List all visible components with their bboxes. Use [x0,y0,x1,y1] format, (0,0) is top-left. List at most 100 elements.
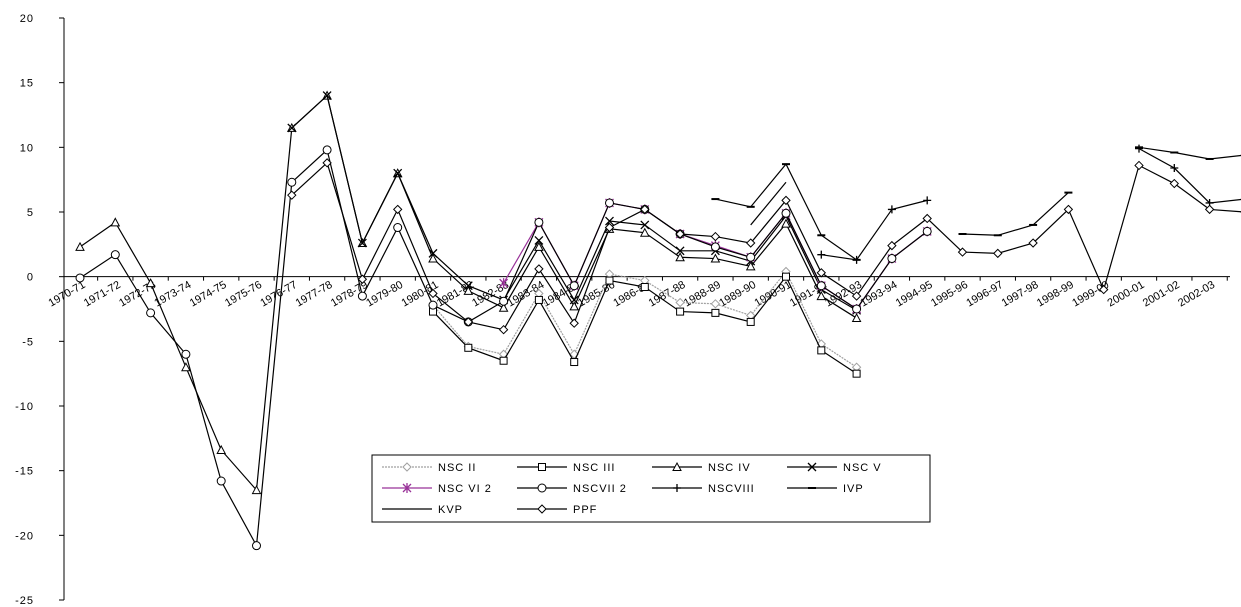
legend-item: NSC II [382,462,476,474]
y-tick-label: 5 [27,207,34,219]
data-point [110,250,120,260]
legend-label: NSC IV [708,462,751,474]
data-point [287,190,297,200]
series-nsc-iii [429,272,861,378]
data-point [75,273,85,283]
series-line [1138,146,1241,160]
x-tick-label: 1997-98 [1000,279,1041,310]
data-point [252,541,261,551]
data-point [357,238,367,248]
data-point [181,362,191,372]
series-line [750,181,787,226]
data-point [781,218,791,228]
data-point [639,227,650,237]
data-point [322,145,332,155]
x-tick-label: 2000-01 [1106,279,1147,310]
legend-item: NSC V [787,462,881,474]
y-tick-label: 0 [27,272,34,284]
data-point [640,283,649,292]
data-point [816,268,827,278]
data-point [569,295,579,305]
data-point [110,217,121,227]
x-tick-label: 2002-03 [1176,279,1217,310]
legend-item: NSC III [517,462,614,474]
series-nsc-iv [75,90,862,495]
legend-item: NSCVIII [652,483,755,495]
legend-marker [402,483,412,493]
data-point [534,235,544,245]
data-point [922,213,932,224]
x-tick-label: 1996-97 [964,279,1005,310]
legend-item: PPF [517,504,597,516]
data-point [993,248,1003,259]
data-point [710,299,721,309]
data-point [1204,204,1215,215]
data-point [852,304,862,314]
data-point [428,300,438,310]
legend-label: NSC II [438,462,476,474]
legend-label: NSCVIII [708,483,755,495]
legend-marker [807,462,817,472]
y-tick-label: -5 [22,336,34,348]
x-tick-label: 1977-78 [294,279,335,310]
data-point [570,358,579,367]
data-point [428,253,438,263]
data-point [746,317,755,326]
x-tick-label: 2001-02 [1141,279,1182,310]
x-tick-label: 1973-74 [152,279,193,310]
data-point [499,278,509,289]
data-point [1134,160,1144,171]
data-point [605,216,614,226]
legend-marker [672,461,682,471]
data-point [75,241,85,251]
y-tick-label: -10 [15,401,34,413]
series-nscvii-2 [75,145,932,551]
series-nscviii [817,144,1241,264]
data-point [675,297,685,308]
data-point [569,318,579,328]
legend-label: NSC VI 2 [438,483,492,495]
legend-label: NSCVII 2 [573,483,627,495]
series-line [291,161,1241,331]
data-point [1135,144,1143,153]
data-point [322,158,332,168]
legend-label: PPF [573,504,597,516]
x-tick-label: 1979-80 [364,279,405,310]
legend-label: IVP [843,483,864,495]
data-point [393,168,403,178]
data-point [640,204,650,215]
data-point [463,285,474,295]
data-point [887,240,897,251]
data-point [216,476,226,486]
data-point [710,242,720,252]
data-point [357,291,367,301]
series-ppf [287,158,1241,335]
y-axis: 20 15 10 5 0 -5 -10 -15 -20 -25 [15,13,65,607]
data-point [851,291,862,301]
x-tick-label: 1974-75 [188,279,229,310]
data-point [816,281,826,291]
data-point [675,252,685,262]
x-tick-label: 1970-71 [47,279,88,310]
data-point [181,349,191,359]
data-point [569,281,579,291]
data-point [957,247,968,257]
data-point [499,356,508,365]
x-tick-label: 1989-90 [717,279,758,310]
data-point [604,222,615,233]
data-point [816,291,827,301]
data-point [922,226,932,236]
data-point [1063,204,1074,215]
data-point [605,198,614,208]
legend-label: KVP [438,504,463,516]
series-line [291,94,857,311]
legend-item: NSC VI 2 [382,483,492,495]
y-tick-label: 10 [20,142,34,154]
data-point [534,217,544,227]
legend-marker [537,504,547,514]
data-point [569,301,580,311]
data-point [923,196,932,205]
data-point [851,312,862,323]
legend-item: IVP [787,483,864,495]
data-point [534,264,544,274]
